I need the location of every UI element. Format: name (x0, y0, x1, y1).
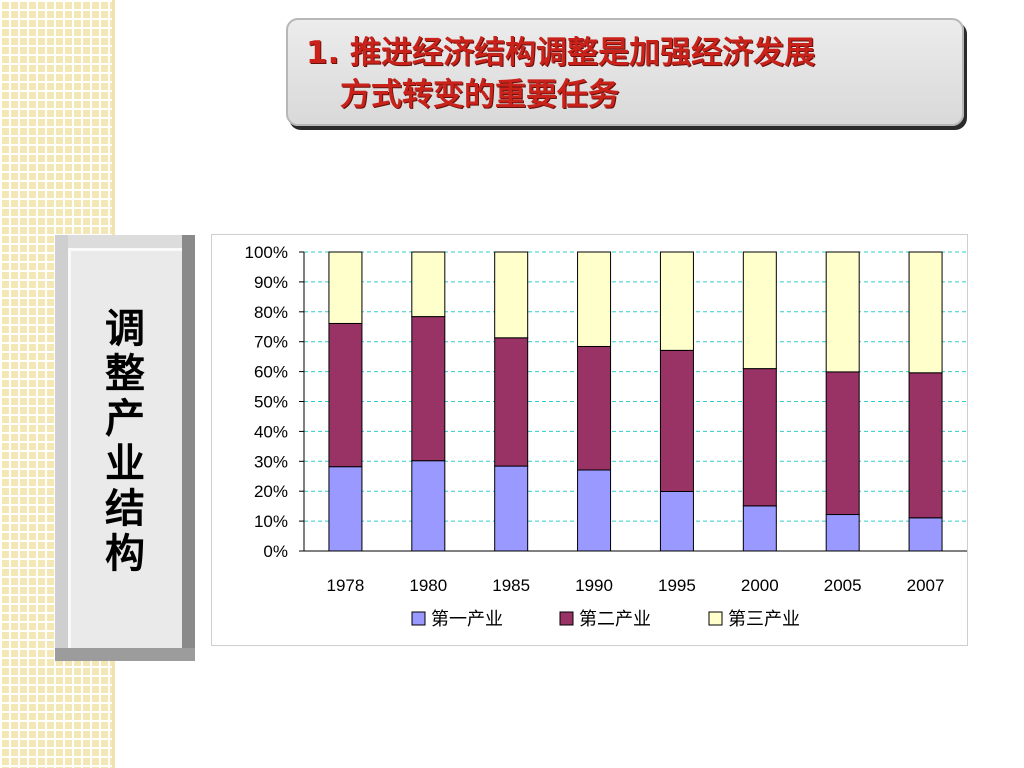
side-label-char: 业 (105, 441, 145, 487)
y-tick-label: 90% (254, 273, 288, 292)
legend-swatch (559, 611, 574, 626)
y-tick-label: 40% (254, 422, 288, 441)
bar-segment (411, 251, 446, 318)
y-tick-label: 80% (254, 303, 288, 322)
slide-title: 1. 推进经济结构调整是加强经济发展 方式转变的重要任务 (306, 32, 946, 116)
bar-segment (659, 251, 694, 351)
bar-segment (825, 251, 860, 373)
legend-swatch (411, 611, 426, 626)
bar-segment (328, 322, 363, 468)
bar-segment (742, 505, 777, 552)
bar-segment (494, 251, 529, 339)
slide-title-line1: 1. 推进经济结构调整是加强经济发展 (306, 35, 816, 71)
bar-segment (577, 345, 612, 471)
bar-segment (659, 349, 694, 492)
bar-segment (411, 460, 446, 552)
x-tick-label: 1978 (327, 576, 365, 595)
bar-segment (494, 465, 529, 552)
y-tick-label: 60% (254, 363, 288, 382)
bar-segment (328, 251, 363, 324)
y-tick-label: 10% (254, 512, 288, 531)
x-tick-label: 1980 (409, 576, 447, 595)
bar-segment (494, 337, 529, 467)
x-tick-label: 1995 (658, 576, 696, 595)
bar-segment (825, 514, 860, 552)
x-tick-label: 1985 (492, 576, 530, 595)
bar-segment (742, 368, 777, 507)
y-tick-label: 30% (254, 452, 288, 471)
stacked-bar-chart: 0% 10% 20% 30% 40% 50% 60% 70% 80% 90% 100% 1978 198… (245, 243, 967, 630)
bar-segment (908, 251, 943, 374)
bar-segment (659, 490, 694, 552)
title-box: 1. 推进经济结构调整是加强经济发展 方式转变的重要任务 (286, 18, 964, 126)
bar-segment (328, 466, 363, 552)
side-label: 调整产业结构 (55, 307, 195, 577)
y-tick-label: 0% (263, 542, 288, 561)
x-tick-label: 2000 (741, 576, 779, 595)
side-label-char: 构 (105, 531, 145, 577)
y-tick-label: 20% (254, 482, 288, 501)
x-tick-label: 2007 (907, 576, 945, 595)
y-tick-label: 50% (254, 393, 288, 412)
bar-segment (577, 469, 612, 552)
bar-segment (577, 251, 612, 347)
bar-segment (411, 316, 446, 462)
side-label-box: 调整产业结构 (55, 235, 195, 661)
chart-frame: 0% 10% 20% 30% 40% 50% 60% 70% 80% 90% 100% 1978 198… (211, 234, 968, 646)
side-label-char: 结 (105, 486, 145, 532)
x-tick-label: 2005 (824, 576, 862, 595)
bar-segment (742, 251, 777, 370)
y-tick-label: 70% (254, 333, 288, 352)
bar-segment (908, 517, 943, 552)
side-label-char: 产 (105, 396, 145, 442)
side-label-char: 调 (105, 306, 145, 352)
legend-swatch (708, 611, 723, 626)
x-tick-label: 1990 (575, 576, 613, 595)
bar-segment (825, 371, 860, 516)
legend-label: 第一产业 (431, 609, 503, 630)
y-tick-label: 100% (245, 243, 288, 262)
legend-label: 第二产业 (579, 609, 651, 630)
bar-segment (908, 372, 943, 519)
side-label-char: 整 (105, 351, 145, 397)
slide-title-line2: 方式转变的重要任务 (340, 77, 619, 113)
legend-label: 第三产业 (728, 609, 800, 630)
